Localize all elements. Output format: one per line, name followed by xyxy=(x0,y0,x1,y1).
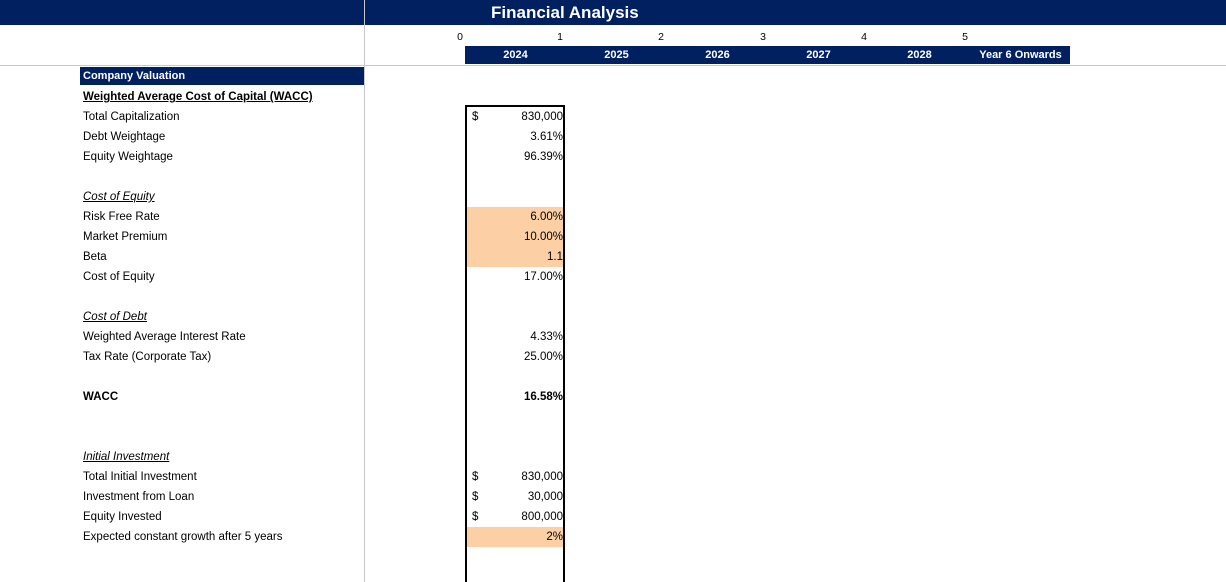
year-2024: 2024 xyxy=(503,49,528,61)
year-6-onwards: Year 6 Onwards xyxy=(979,49,1062,61)
cost-of-equity-heading: Cost of Equity xyxy=(83,191,155,203)
label-risk-free-rate: Risk Free Rate xyxy=(83,211,160,223)
input-highlight-growth xyxy=(467,527,565,547)
period-index-3: 3 xyxy=(760,31,766,43)
value-investment-from-loan[interactable]: 30,000 xyxy=(527,491,563,503)
label-debt-weightage: Debt Weightage xyxy=(83,131,166,143)
section-header: Company Valuation xyxy=(80,67,364,85)
value-risk-free-rate[interactable]: 6.00% xyxy=(530,211,563,223)
label-total-capitalization: Total Capitalization xyxy=(83,111,180,123)
label-investment-from-loan: Investment from Loan xyxy=(83,491,195,503)
label-cost-of-equity: Cost of Equity xyxy=(83,271,155,283)
value-equity-invested[interactable]: 800,000 xyxy=(521,511,563,523)
period-index-2: 2 xyxy=(658,31,664,43)
title-bar xyxy=(0,0,1226,25)
value-tax-rate[interactable]: 25.00% xyxy=(523,351,563,363)
year-header-bar xyxy=(465,46,1070,64)
initial-investment-heading: Initial Investment xyxy=(83,451,170,463)
year-2027: 2027 xyxy=(806,49,831,61)
value-weighted-average-interest-rate[interactable]: 4.33% xyxy=(530,331,563,343)
label-equity-weightage: Equity Weightage xyxy=(83,151,173,163)
label-expected-growth: Expected constant growth after 5 years xyxy=(83,531,283,543)
label-total-initial-investment: Total Initial Investment xyxy=(83,471,197,483)
value-beta[interactable]: 1.1 xyxy=(547,251,563,263)
period-index-4: 4 xyxy=(861,31,867,43)
label-wacc: WACC xyxy=(83,391,119,403)
label-tax-rate: Tax Rate (Corporate Tax) xyxy=(83,351,212,363)
value-cost-of-equity[interactable]: 17.00% xyxy=(523,271,563,283)
label-equity-invested: Equity Invested xyxy=(83,511,162,523)
period-index-0: 0 xyxy=(457,31,463,43)
period-index-5: 5 xyxy=(962,31,968,43)
section-title: Company Valuation xyxy=(83,70,186,82)
period-index-1: 1 xyxy=(557,31,563,43)
year-2025: 2025 xyxy=(604,49,629,61)
value-total-initial-investment[interactable]: 830,000 xyxy=(521,471,563,483)
value-expected-growth[interactable]: 2% xyxy=(546,531,563,543)
label-market-premium: Market Premium xyxy=(83,231,168,243)
sheet-title: Financial Analysis xyxy=(491,3,639,22)
value-market-premium[interactable]: 10.00% xyxy=(523,231,563,243)
value-total-capitalization[interactable]: 830,000 xyxy=(521,111,563,123)
year-2028: 2028 xyxy=(907,49,932,61)
cost-of-debt-heading: Cost of Debt xyxy=(83,311,147,323)
year-2026: 2026 xyxy=(705,49,730,61)
value-wacc[interactable]: 16.58% xyxy=(523,391,563,403)
value-equity-weightage[interactable]: 96.39% xyxy=(523,151,563,163)
currency-investment-from-loan: $ xyxy=(472,491,479,503)
label-beta: Beta xyxy=(83,251,107,263)
label-weighted-average-interest-rate: Weighted Average Interest Rate xyxy=(83,331,246,343)
currency-total-capitalization: $ xyxy=(472,111,479,123)
column-divider xyxy=(364,0,365,582)
input-highlight-cost-of-equity xyxy=(467,207,565,267)
currency-total-initial-investment: $ xyxy=(472,471,479,483)
value-debt-weightage[interactable]: 3.61% xyxy=(530,131,563,143)
selected-column-border xyxy=(465,105,565,582)
header-divider xyxy=(0,65,1226,66)
wacc-heading: Weighted Average Cost of Capital (WACC) xyxy=(83,91,313,103)
currency-equity-invested: $ xyxy=(472,511,479,523)
